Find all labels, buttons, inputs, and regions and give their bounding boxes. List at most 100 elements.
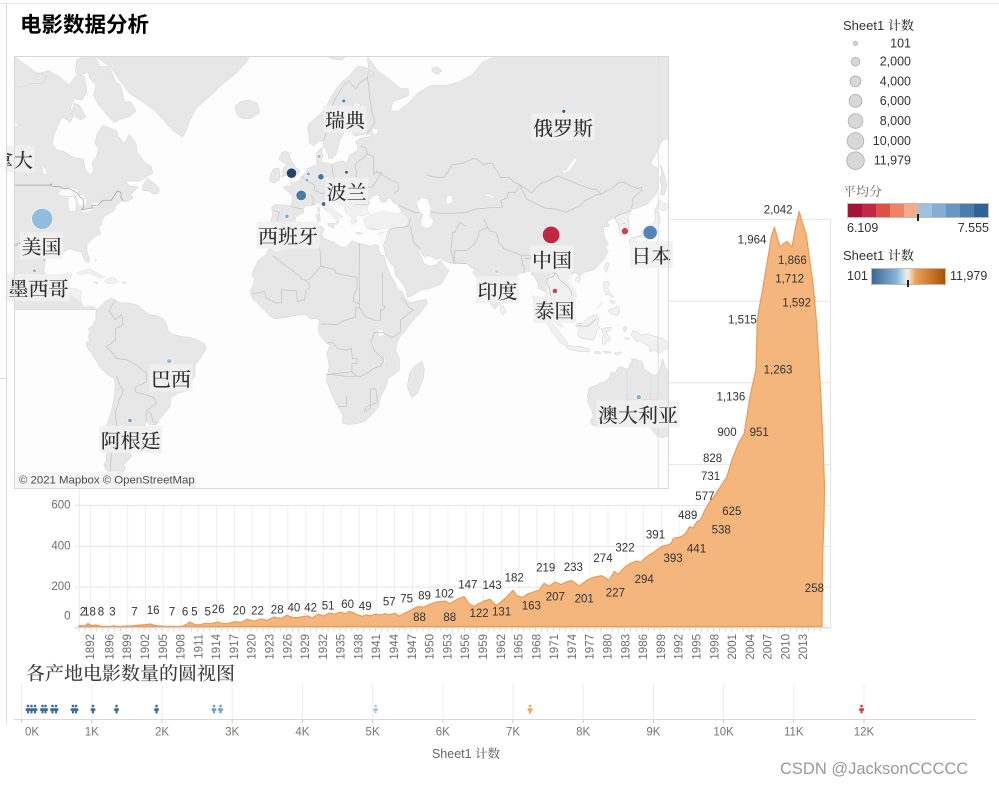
svg-text:9K: 9K [646, 727, 660, 739]
svg-text:1935: 1935 [336, 634, 348, 660]
svg-text:6: 6 [182, 607, 188, 619]
svg-text:900: 900 [717, 427, 736, 439]
svg-text:201: 201 [575, 593, 594, 605]
svg-text:577: 577 [695, 491, 714, 503]
svg-text:瑞典: 瑞典 [325, 105, 365, 134]
svg-text:1,515: 1,515 [728, 314, 757, 326]
svg-text:1905: 1905 [158, 634, 170, 660]
svg-text:274: 274 [593, 553, 613, 565]
svg-text:731: 731 [701, 471, 720, 483]
svg-text:393: 393 [664, 553, 683, 565]
svg-text:1K: 1K [85, 727, 99, 739]
svg-text:57: 57 [383, 596, 396, 608]
svg-text:18: 18 [83, 607, 96, 619]
svg-text:西班牙: 西班牙 [258, 221, 318, 250]
svg-text:1892: 1892 [85, 634, 97, 660]
svg-text:10K: 10K [713, 727, 734, 739]
svg-text:1,592: 1,592 [782, 297, 811, 309]
svg-text:40: 40 [288, 603, 301, 615]
svg-text:49: 49 [359, 601, 372, 613]
svg-text:1,136: 1,136 [717, 392, 746, 404]
svg-text:182: 182 [505, 573, 524, 585]
svg-text:1902: 1902 [140, 634, 152, 660]
svg-text:951: 951 [750, 427, 769, 439]
svg-text:12K: 12K [854, 727, 875, 739]
svg-text:6,000: 6,000 [880, 94, 911, 108]
svg-text:0K: 0K [25, 727, 39, 739]
svg-text:4K: 4K [295, 727, 309, 739]
svg-text:11K: 11K [784, 727, 804, 739]
svg-text:101: 101 [890, 37, 911, 51]
svg-text:219: 219 [536, 563, 555, 575]
svg-text:207: 207 [546, 591, 565, 603]
svg-text:2001: 2001 [727, 634, 739, 660]
svg-text:258: 258 [805, 583, 824, 595]
svg-text:233: 233 [564, 562, 583, 574]
svg-text:1959: 1959 [478, 634, 490, 660]
svg-text:4,000: 4,000 [880, 74, 911, 88]
svg-text:8,000: 8,000 [880, 114, 911, 128]
svg-text:1899: 1899 [122, 634, 134, 660]
svg-text:2010: 2010 [780, 634, 792, 660]
svg-text:1977: 1977 [585, 634, 597, 660]
svg-text:阿根廷: 阿根廷 [101, 425, 161, 454]
svg-text:巴西: 巴西 [151, 364, 191, 393]
svg-text:122: 122 [470, 608, 489, 620]
svg-text:5: 5 [204, 607, 210, 619]
svg-text:828: 828 [703, 453, 722, 465]
svg-text:10,000: 10,000 [873, 134, 911, 148]
svg-text:1914: 1914 [211, 633, 223, 659]
svg-text:1980: 1980 [603, 634, 615, 660]
svg-text:163: 163 [522, 601, 541, 613]
svg-text:1968: 1968 [531, 634, 543, 660]
svg-text:墨西哥: 墨西哥 [9, 273, 69, 302]
svg-text:3: 3 [109, 607, 115, 619]
svg-text:51: 51 [322, 601, 335, 613]
svg-text:322: 322 [615, 542, 634, 554]
svg-text:294: 294 [635, 574, 655, 586]
svg-text:© 2021 Mapbox © OpenStreetMap: © 2021 Mapbox © OpenStreetMap [19, 474, 195, 486]
svg-text:1971: 1971 [549, 634, 561, 660]
svg-text:日本: 日本 [631, 240, 671, 269]
svg-text:0: 0 [64, 611, 70, 623]
svg-text:1989: 1989 [656, 634, 668, 660]
svg-text:1992: 1992 [674, 634, 686, 660]
svg-text:1965: 1965 [514, 634, 526, 660]
svg-text:88: 88 [443, 612, 456, 624]
svg-text:1941: 1941 [371, 634, 383, 660]
svg-text:60: 60 [341, 599, 354, 611]
svg-text:1956: 1956 [460, 634, 472, 660]
svg-text:489: 489 [678, 510, 697, 522]
svg-text:1944: 1944 [389, 633, 401, 659]
svg-text:1,263: 1,263 [764, 365, 793, 377]
svg-text:1962: 1962 [496, 634, 508, 660]
svg-text:1,712: 1,712 [775, 274, 804, 286]
svg-text:2,042: 2,042 [764, 204, 793, 216]
svg-text:5: 5 [191, 607, 197, 619]
svg-text:加拿大: 加拿大 [7, 145, 33, 174]
svg-text:88: 88 [413, 612, 426, 624]
svg-text:89: 89 [418, 591, 431, 603]
svg-text:美国: 美国 [22, 231, 62, 260]
svg-text:泰国: 泰国 [535, 295, 575, 324]
svg-text:中国: 中国 [532, 245, 572, 274]
svg-text:538: 538 [712, 525, 731, 537]
svg-text:1,866: 1,866 [778, 255, 807, 267]
svg-text:625: 625 [722, 506, 741, 518]
svg-text:2: 2 [80, 607, 86, 619]
svg-text:2007: 2007 [763, 634, 775, 660]
svg-text:2004: 2004 [745, 633, 757, 659]
svg-text:1995: 1995 [692, 634, 704, 660]
svg-text:Sheet1 计数: Sheet1 计数 [432, 747, 501, 761]
svg-text:200: 200 [51, 581, 70, 593]
svg-text:1929: 1929 [300, 634, 312, 660]
svg-text:227: 227 [606, 587, 625, 599]
svg-text:1932: 1932 [318, 634, 330, 660]
svg-text:7: 7 [169, 607, 175, 619]
svg-text:20: 20 [233, 606, 246, 618]
svg-text:1953: 1953 [442, 634, 454, 660]
svg-text:11,979: 11,979 [874, 154, 911, 168]
svg-text:26: 26 [212, 604, 225, 616]
svg-text:143: 143 [483, 580, 502, 592]
svg-text:8K: 8K [576, 727, 590, 739]
